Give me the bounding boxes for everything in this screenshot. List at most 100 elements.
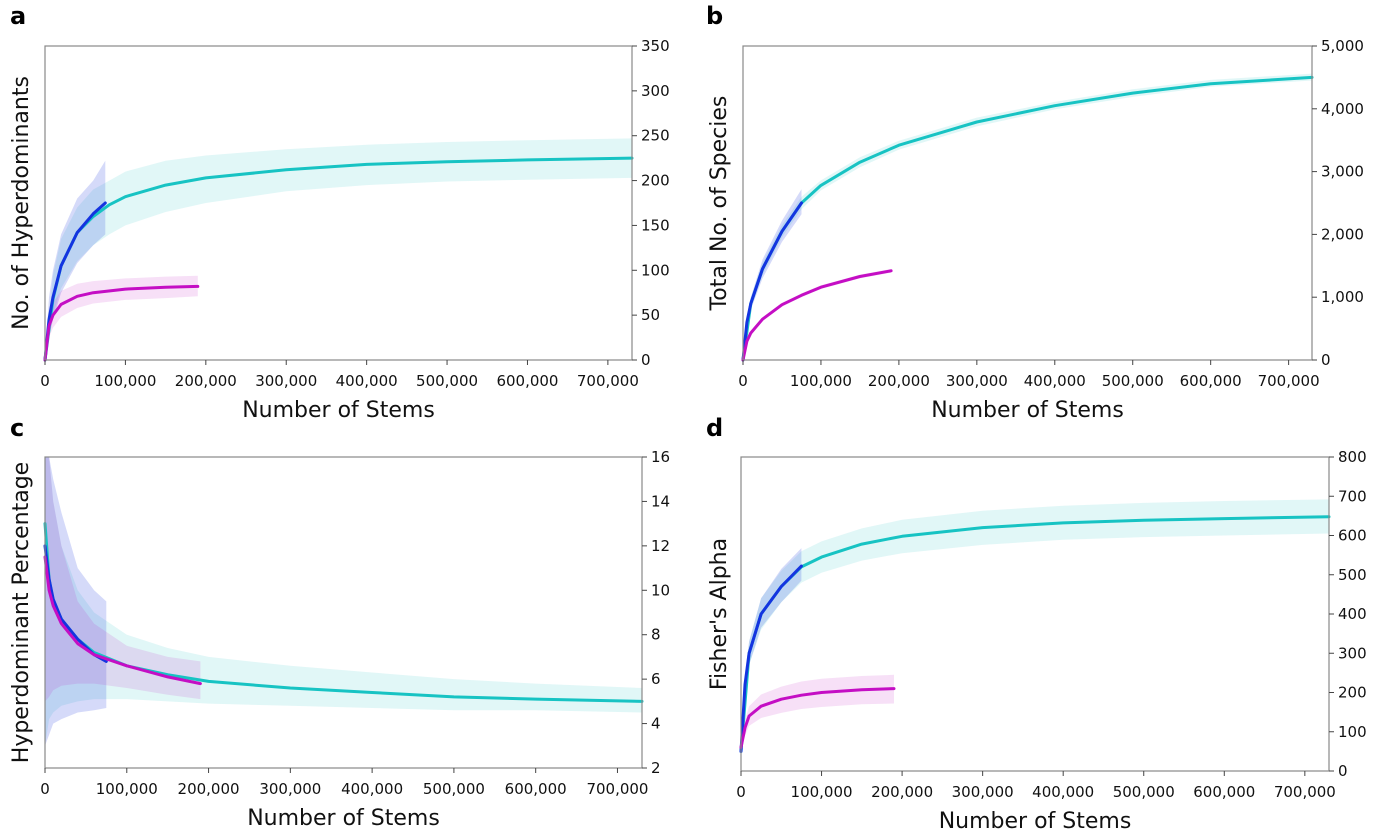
y-tick-label: 1,000 [1321, 288, 1364, 306]
series-line-cyan [741, 75, 1314, 362]
y-tick-label: 4,000 [1321, 100, 1364, 118]
panel-letter: c [10, 414, 24, 442]
x-tick-label: 700,000 [586, 780, 648, 798]
y-tick-label: 300 [641, 82, 670, 100]
y-axis-title: Hyperdominant Percentage [9, 462, 34, 763]
plot-frame [742, 45, 1313, 361]
y-tick-label: 14 [651, 492, 670, 510]
y-axis: 2 4 6 8 10 12 14 16 [642, 448, 670, 777]
x-tick-label: 100,000 [94, 372, 156, 390]
y-tick-label: 12 [651, 537, 670, 555]
x-tick-label: 700,000 [1258, 372, 1320, 390]
x-tick-label: 200,000 [868, 372, 930, 390]
x-tick-label: 600,000 [496, 372, 558, 390]
band-cyan [743, 73, 1312, 360]
x-tick-label: 700,000 [1274, 783, 1336, 801]
series-lines [741, 75, 1314, 362]
x-tick-label: 600,000 [1193, 783, 1255, 801]
x-tick-label: 0 [40, 780, 50, 798]
y-axis: 0 1,000 2,000 3,000 4,000 5,000 [1312, 37, 1364, 369]
panel-d: d 0 100,000 200,000 300,000 400,000 500,000 600… [706, 414, 1367, 834]
y-tick-label: 0 [641, 351, 651, 369]
y-tick-label: 400 [1338, 605, 1367, 623]
panel-c: c 0 100,000 200,000 300,000 400,000 500,000 600… [9, 414, 670, 831]
band-magenta [741, 674, 894, 748]
x-axis: 0 100,000 200,000 300,000 400,000 500,000 600,… [40, 768, 648, 798]
series-lines [43, 522, 644, 703]
x-tick-label: 200,000 [178, 780, 240, 798]
x-tick-label: 700,000 [577, 372, 639, 390]
x-tick-label: 100,000 [790, 372, 852, 390]
band-cyan [45, 457, 642, 746]
series-lines [43, 156, 634, 362]
x-tick-label: 500,000 [423, 780, 485, 798]
band-blue [45, 457, 107, 746]
series-line-magenta [43, 555, 202, 686]
series-line-blue [43, 201, 107, 362]
x-tick-label: 300,000 [952, 783, 1014, 801]
y-tick-label: 5,000 [1321, 37, 1364, 55]
x-tick-label: 500,000 [1102, 372, 1164, 390]
y-axis-title: No. of Hyperdominants [9, 76, 34, 330]
x-tick-label: 300,000 [259, 780, 321, 798]
y-tick-label: 100 [1338, 723, 1367, 741]
series-line-magenta [739, 687, 896, 749]
panel-letter: b [706, 2, 723, 30]
x-axis-title: Number of Stems [931, 398, 1124, 423]
series-lines [739, 515, 1331, 753]
y-tick-label: 100 [641, 261, 670, 279]
y-tick-label: 0 [1338, 762, 1348, 780]
y-tick-label: 8 [651, 626, 661, 644]
band-blue [743, 189, 802, 360]
band-blue [741, 548, 802, 752]
x-tick-label: 600,000 [1180, 372, 1242, 390]
band-cyan [45, 138, 632, 360]
series-line-magenta [741, 269, 893, 362]
band-cyan [741, 499, 1329, 752]
x-axis-title: Number of Stems [939, 809, 1132, 834]
y-tick-label: 2 [651, 759, 661, 777]
panel-letter: d [706, 414, 723, 442]
x-axis: 0 100,000 200,000 300,000 400,000 500,000 600,… [736, 771, 1336, 801]
x-axis-title: Number of Stems [242, 398, 435, 423]
panel-b: b 0 100,000 200,000 300,000 400,000 500,000 600… [706, 2, 1364, 423]
confidence-bands [743, 73, 1312, 360]
y-tick-label: 600 [1338, 527, 1367, 545]
x-tick-label: 600,000 [505, 780, 567, 798]
x-axis: 0 100,000 200,000 300,000 400,000 500,000 600,… [40, 360, 639, 390]
y-tick-label: 500 [1338, 566, 1367, 584]
x-tick-label: 300,000 [946, 372, 1008, 390]
x-tick-label: 100,000 [791, 783, 853, 801]
panel-letter: a [10, 2, 26, 30]
series-line-magenta [43, 284, 200, 362]
confidence-bands [741, 499, 1329, 752]
band-magenta [45, 457, 201, 702]
series-line-blue [741, 201, 803, 362]
x-tick-label: 0 [738, 372, 748, 390]
y-tick-label: 3,000 [1321, 163, 1364, 181]
x-tick-label: 400,000 [1024, 372, 1086, 390]
y-tick-label: 2,000 [1321, 225, 1364, 243]
y-axis-title: Fisher's Alpha [707, 538, 732, 690]
y-tick-label: 800 [1338, 448, 1367, 466]
y-tick-label: 350 [641, 37, 670, 55]
x-tick-label: 300,000 [255, 372, 317, 390]
band-magenta [45, 275, 198, 360]
y-tick-label: 0 [1321, 351, 1331, 369]
x-tick-label: 200,000 [871, 783, 933, 801]
y-tick-label: 150 [641, 216, 670, 234]
x-tick-label: 0 [736, 783, 746, 801]
x-tick-label: 200,000 [175, 372, 237, 390]
y-tick-label: 50 [641, 306, 660, 324]
y-axis: 0 50 100 150 200 250 300 350 [632, 37, 670, 369]
confidence-bands [45, 457, 642, 746]
series-line-blue [739, 564, 803, 753]
x-tick-label: 400,000 [336, 372, 398, 390]
x-tick-label: 400,000 [1032, 783, 1094, 801]
y-tick-label: 200 [641, 172, 670, 190]
x-tick-label: 500,000 [1113, 783, 1175, 801]
x-axis: 0 100,000 200,000 300,000 400,000 500,000 600,… [738, 360, 1320, 390]
y-tick-label: 6 [651, 670, 661, 688]
y-tick-label: 4 [651, 715, 661, 733]
